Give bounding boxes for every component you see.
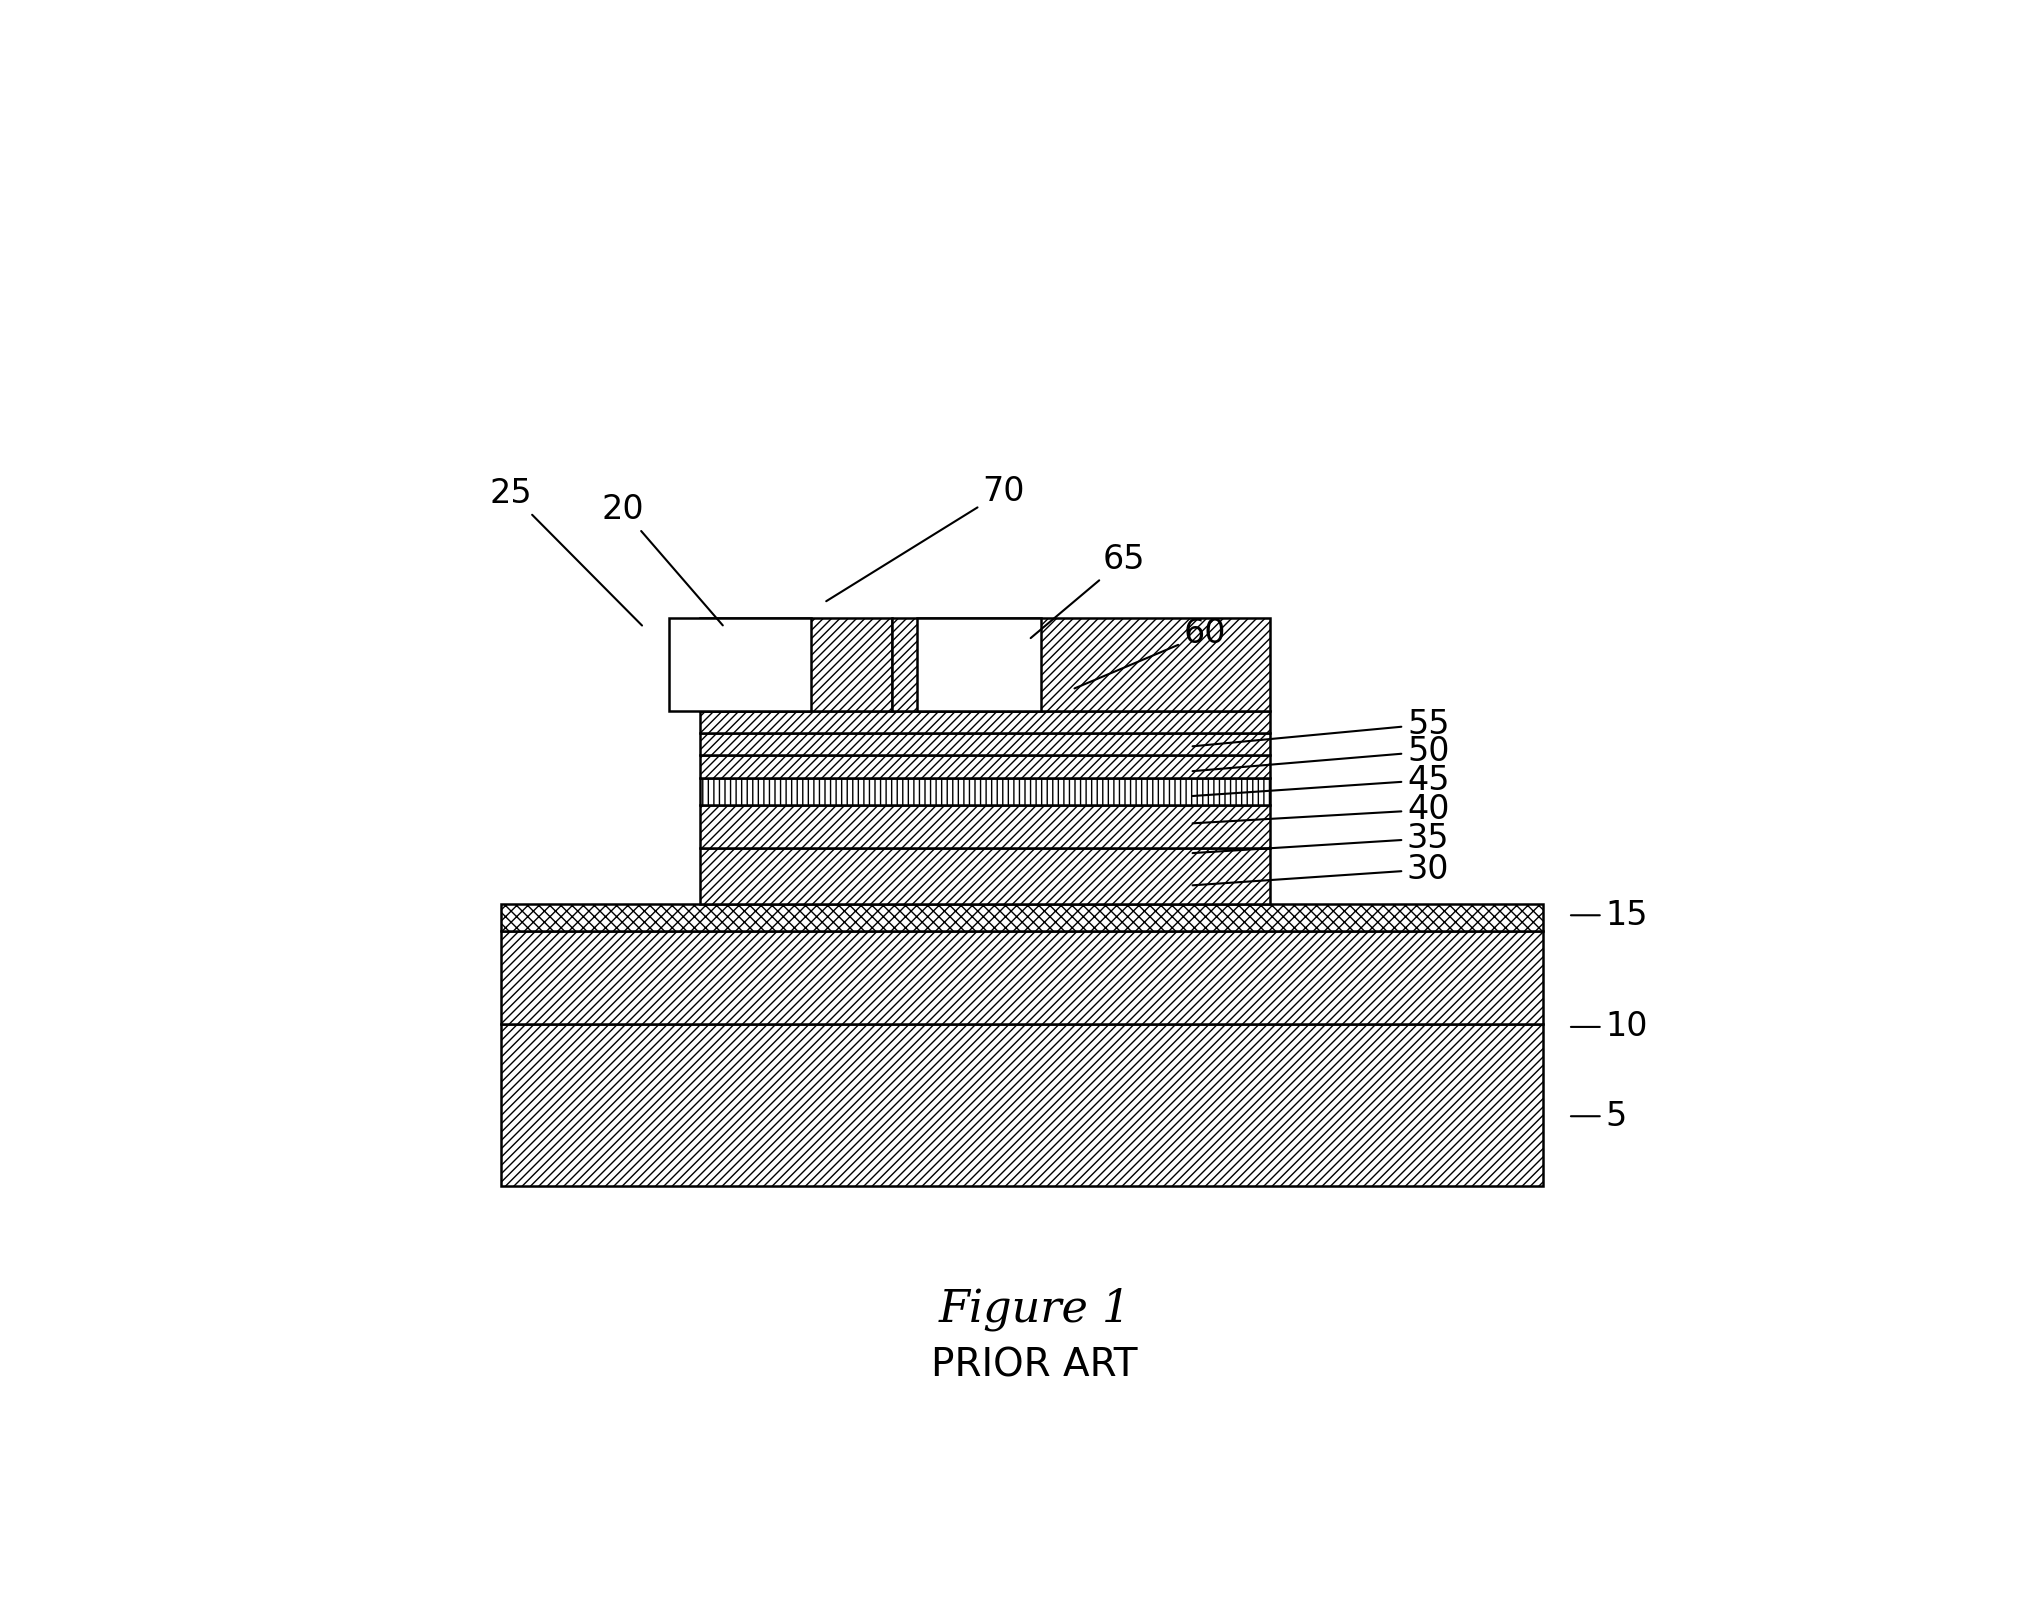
Bar: [501, 904, 1543, 931]
Bar: [701, 778, 1270, 806]
Text: 20: 20: [602, 493, 723, 625]
Text: PRIOR ART: PRIOR ART: [931, 1347, 1139, 1384]
Text: 30: 30: [1193, 852, 1450, 886]
Text: 60: 60: [1074, 617, 1226, 688]
Text: 10: 10: [1571, 1010, 1648, 1044]
Text: 5: 5: [1571, 1100, 1627, 1133]
Bar: [892, 617, 1270, 710]
Bar: [668, 617, 812, 710]
Bar: [701, 733, 1270, 756]
Bar: [701, 849, 1270, 904]
Text: 15: 15: [1571, 899, 1648, 931]
Text: 35: 35: [1193, 822, 1450, 855]
Text: 65: 65: [1030, 543, 1145, 638]
Text: 50: 50: [1193, 735, 1450, 772]
Bar: [501, 1025, 1543, 1186]
Text: 40: 40: [1193, 793, 1450, 826]
Bar: [501, 931, 1543, 1025]
Bar: [701, 756, 1270, 778]
Bar: [701, 617, 892, 710]
Bar: [701, 710, 1270, 733]
Text: 45: 45: [1193, 764, 1450, 796]
Text: 55: 55: [1193, 707, 1450, 746]
Text: 70: 70: [826, 475, 1026, 601]
Bar: [701, 806, 1270, 849]
Text: Figure 1: Figure 1: [939, 1287, 1131, 1332]
Text: 25: 25: [491, 477, 642, 625]
Bar: [917, 617, 1042, 710]
